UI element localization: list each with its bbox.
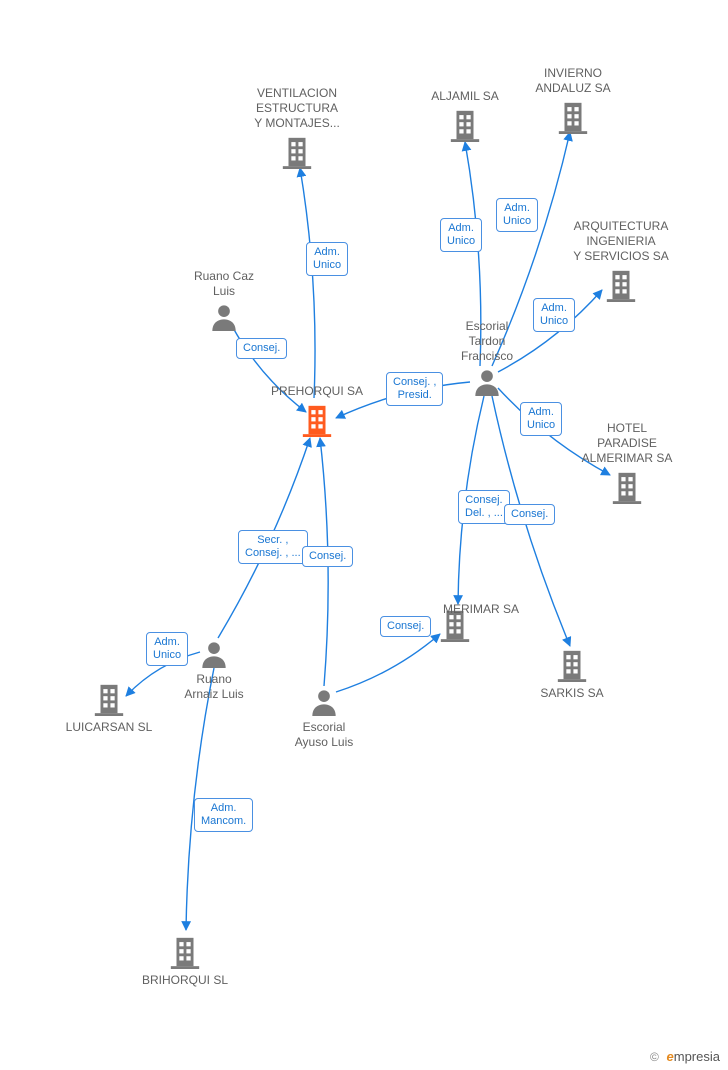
node-label: ARQUITECTURA INGENIERIA Y SERVICIOS SA: [551, 219, 691, 264]
node-label: Ruano Arnaiz Luis: [144, 672, 284, 702]
node-label: VENTILACION ESTRUCTURA Y MONTAJES...: [227, 86, 367, 131]
edge-label: Adm. Unico: [440, 218, 482, 252]
edge-label: Adm. Unico: [496, 198, 538, 232]
node-label: MERIMAR SA: [411, 602, 551, 617]
node-label: Ruano Caz Luis: [154, 269, 294, 299]
node-label: LUICARSAN SL: [39, 720, 179, 735]
edge-label: Consej. Del. , ...: [458, 490, 510, 524]
node-label: BRIHORQUI SL: [115, 973, 255, 988]
edge-prehorqui-ventilacion: [300, 168, 315, 398]
edge-label: Secr. , Consej. , ...: [238, 530, 308, 564]
edge-label: Consej.: [504, 504, 555, 525]
edge-label: Adm. Unico: [520, 402, 562, 436]
edge-label: Adm. Unico: [146, 632, 188, 666]
edge-label: Adm. Unico: [306, 242, 348, 276]
edge-label: Consej.: [302, 546, 353, 567]
edges-layer: [0, 0, 728, 1070]
brand-e: e: [667, 1049, 674, 1064]
footer: © empresia: [650, 1049, 720, 1064]
copyright-symbol: ©: [650, 1050, 659, 1064]
edge-label: Consej. , Presid.: [386, 372, 443, 406]
edge-label: Adm. Mancom.: [194, 798, 253, 832]
node-label: PREHORQUI SA: [247, 384, 387, 399]
brand-rest: mpresia: [674, 1049, 720, 1064]
node-label: INVIERNO ANDALUZ SA: [503, 66, 643, 96]
node-label: Escorial Ayuso Luis: [254, 720, 394, 750]
edge-label: Consej.: [236, 338, 287, 359]
edge-escorial_ayuso-merimar: [336, 634, 440, 692]
node-label: HOTEL PARADISE ALMERIMAR SA: [557, 421, 697, 466]
edge-label: Adm. Unico: [533, 298, 575, 332]
node-label: SARKIS SA: [502, 686, 642, 701]
edge-label: Consej.: [380, 616, 431, 637]
